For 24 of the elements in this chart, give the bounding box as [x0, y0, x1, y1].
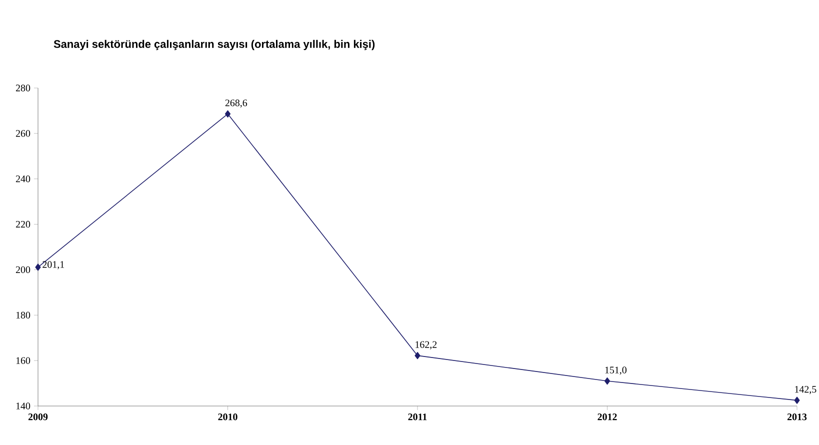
- x-tick-label: 2009: [28, 414, 48, 420]
- y-tick-label: 220: [16, 220, 30, 228]
- data-label: 162,2: [416, 341, 437, 350]
- data-label: 142,5: [795, 386, 816, 394]
- point: [35, 264, 41, 271]
- y-tick-label: 260: [16, 130, 30, 137]
- data-label: 268,6: [225, 100, 248, 108]
- y-tick-label: 200: [16, 266, 30, 274]
- y-tick-label: 180: [16, 312, 30, 318]
- point: [414, 352, 420, 360]
- y-tick-label: 160: [16, 357, 30, 364]
- y-tick-label: 140: [16, 402, 30, 410]
- data-label: 151,0: [605, 366, 626, 375]
- point: [604, 377, 610, 385]
- data-label: 201,1: [42, 261, 64, 270]
- x-tick-label: 2012: [598, 414, 617, 420]
- point: [224, 110, 231, 118]
- x-tick-label: 2013: [787, 414, 807, 420]
- chart-title: Sanayi sektöründe çalışanların sayısı (ortalama yıllık, bin kişi): [54, 40, 375, 50]
- point: [794, 396, 800, 404]
- x-tick-label: 2010: [218, 414, 238, 420]
- x-tick-label: 2011: [408, 414, 427, 420]
- y-tick-label: 240: [16, 175, 30, 182]
- y-tick-label: 280: [16, 84, 30, 92]
